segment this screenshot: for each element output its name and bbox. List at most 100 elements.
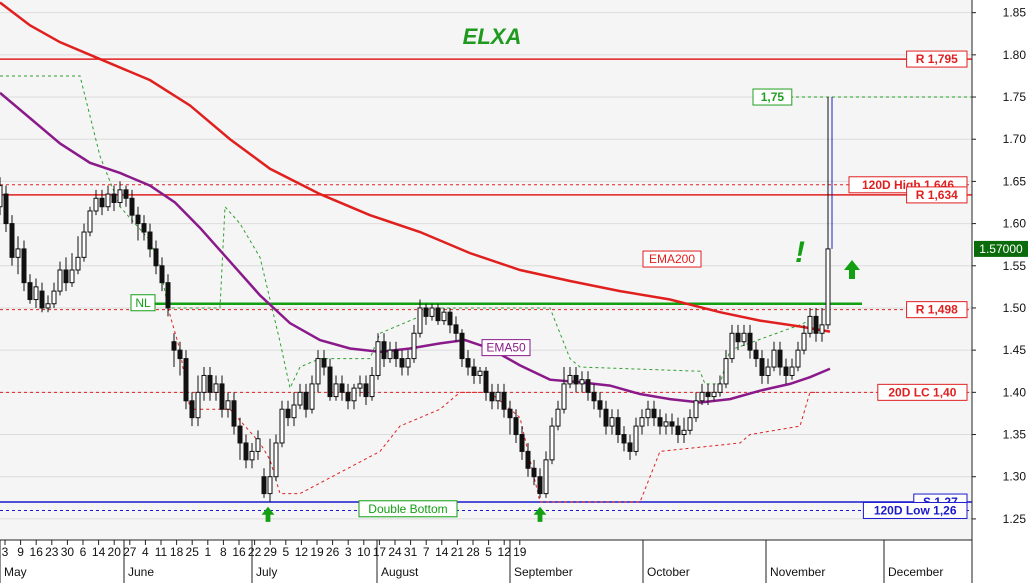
candle-body [309, 383, 315, 410]
candle-body [129, 197, 135, 216]
y-tick-label: 1.50 [1003, 301, 1027, 315]
candle [681, 417, 687, 443]
candle [675, 417, 681, 443]
candle-body [825, 248, 831, 326]
candle [363, 375, 369, 405]
candle-body [657, 417, 663, 427]
level-label: 120D Low 1,26 [874, 503, 957, 517]
candle [345, 383, 351, 410]
candle [303, 383, 309, 418]
candle-body [303, 391, 309, 410]
month-label: December [888, 565, 943, 579]
x-tick-label: 16 [30, 545, 44, 559]
y-tick-label: 1.75 [1003, 90, 1027, 104]
candle [75, 236, 81, 275]
candle [699, 383, 705, 405]
last-price-label: 1.57000 [979, 242, 1023, 256]
x-tick-label: 9 [17, 545, 24, 559]
candle [273, 434, 279, 481]
candle [795, 341, 801, 372]
candle [585, 371, 591, 401]
candle [369, 367, 375, 401]
candle [159, 257, 165, 292]
candle [15, 236, 21, 275]
candle-body [621, 434, 627, 444]
candle-body [429, 307, 435, 317]
candle [285, 400, 291, 427]
candle [201, 367, 207, 401]
candle-body [393, 349, 399, 360]
candle [567, 367, 573, 389]
candle-body [801, 332, 807, 351]
candle-body [225, 400, 231, 410]
candle-body [357, 383, 363, 389]
candle-body [627, 442, 633, 452]
candle [177, 341, 183, 376]
candle-body [705, 391, 711, 398]
candle-body [195, 391, 201, 419]
candle [63, 257, 69, 292]
y-tick-label: 1.70 [1003, 132, 1027, 146]
up-arrow-icon [261, 506, 275, 522]
candle [21, 240, 27, 292]
candle-body [615, 417, 621, 436]
candle-body [573, 374, 579, 385]
candle [717, 375, 723, 397]
candle-body [723, 358, 729, 385]
candle-body [177, 349, 183, 360]
candle [0, 177, 3, 216]
x-tick-label: 27 [123, 545, 137, 559]
candle [243, 434, 249, 469]
candle-body [351, 387, 357, 402]
candle-body [471, 366, 477, 376]
candle-body [411, 332, 417, 360]
candle [351, 383, 357, 410]
candle-body [117, 189, 123, 203]
candle [81, 223, 87, 262]
candle-body [147, 231, 153, 250]
candle [687, 409, 693, 435]
x-tick-label: 25 [186, 545, 200, 559]
candle-body [549, 425, 555, 461]
x-tick-label: 30 [61, 545, 75, 559]
candle-body [255, 438, 261, 452]
x-tick-label: 4 [142, 545, 149, 559]
candle [507, 400, 513, 435]
candle [723, 350, 729, 389]
candle [99, 189, 105, 216]
candle-body [711, 391, 717, 398]
candle [141, 215, 147, 241]
x-tick-label: 5 [485, 545, 492, 559]
candle [747, 324, 753, 359]
chart-title: ELXA [463, 24, 522, 49]
ema50-line [0, 91, 831, 404]
candle-body [561, 383, 567, 410]
candle [291, 392, 297, 427]
candle [771, 341, 777, 372]
candle [105, 185, 111, 211]
candle-body [465, 358, 471, 368]
candle [663, 413, 669, 435]
candle [759, 350, 765, 384]
candle-body [423, 307, 429, 317]
candle [735, 324, 741, 351]
x-tick-label: 18 [170, 545, 184, 559]
candle-body [75, 256, 81, 271]
month-label: November [770, 565, 825, 579]
x-tick-label: 20 [108, 545, 122, 559]
candle-body [687, 417, 693, 431]
candle-body [45, 303, 51, 309]
candle-body [0, 185, 3, 208]
candle-body [807, 315, 813, 334]
month-label: July [256, 565, 277, 579]
ema200-label-box [642, 250, 702, 268]
x-tick-label: 24 [388, 545, 402, 559]
candle [633, 417, 639, 456]
y-tick-label: 1.40 [1003, 385, 1027, 399]
candle [561, 367, 567, 414]
candle [627, 434, 633, 460]
x-tick-label: 14 [92, 545, 106, 559]
x-tick-label: 21 [451, 545, 465, 559]
candle-body [783, 366, 789, 376]
candle-body [141, 223, 147, 233]
